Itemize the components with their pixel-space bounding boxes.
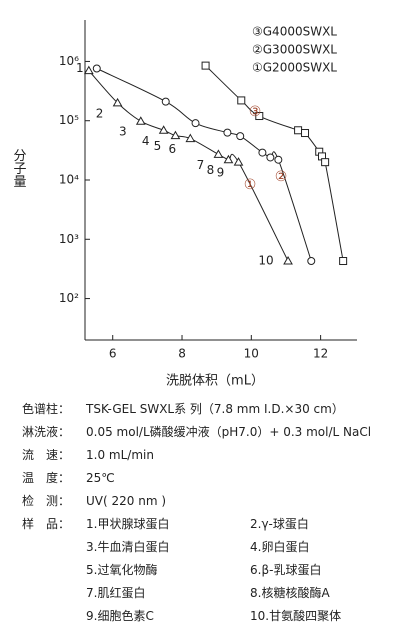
series-line (88, 70, 289, 262)
marker (170, 130, 181, 140)
marker (274, 155, 283, 164)
x-tick-label: 12 (313, 347, 328, 361)
marker (266, 153, 275, 162)
condition-label: 检 测： (22, 494, 71, 508)
marker (185, 133, 196, 143)
marker (339, 257, 348, 266)
curve-tag: ③ (249, 104, 262, 120)
marker (237, 96, 246, 105)
sample-item: 4.卵白蛋白 (250, 540, 310, 554)
point-label: 10 (258, 254, 273, 268)
sample-item: 10.甘氨酸四聚体 (250, 609, 342, 623)
y-tick-label: 10⁵ (59, 113, 79, 127)
y-tick-label: 10² (59, 291, 79, 305)
marker (236, 132, 245, 141)
marker (191, 119, 200, 128)
x-tick-label: 8 (178, 347, 186, 361)
marker (258, 148, 267, 157)
marker (255, 112, 264, 121)
y-tick-label: 10⁴ (59, 173, 79, 187)
sample-item: 2.γ-球蛋白 (250, 517, 309, 531)
sample-item: 9.细胞色素C (86, 609, 154, 623)
legend-entry: ①G2000SWXL (252, 61, 337, 75)
marker (213, 149, 224, 158)
marker (161, 97, 170, 106)
point-label: 4 (142, 134, 150, 148)
curve-tag: ① (244, 177, 257, 193)
condition-value: TSK-GEL SWXL系 列（7.8 mm I.D.×30 cm） (86, 402, 344, 416)
condition-value: 1.0 mL/min (86, 448, 154, 462)
condition-value: 25℃ (86, 471, 115, 485)
y-tick-label: 10³ (59, 232, 79, 246)
point-label: 6 (169, 142, 177, 156)
marker (158, 125, 169, 134)
samples-label: 样 品： (22, 517, 71, 531)
marker (283, 256, 293, 265)
marker (83, 65, 94, 75)
sample-item: 5.过氧化物酶 (86, 563, 158, 577)
point-label: 2 (96, 106, 104, 120)
condition-label: 淋洗液： (22, 425, 71, 439)
marker (294, 126, 303, 135)
sample-item: 6.β-乳球蛋白 (250, 563, 322, 577)
x-axis-label: 洗脱体积（mL） (166, 374, 264, 389)
marker (321, 158, 330, 167)
condition-label: 色谱柱： (22, 402, 71, 416)
point-label: 1 (76, 61, 84, 75)
marker (112, 97, 123, 107)
point-label: 9 (217, 166, 225, 180)
sample-item: 3.牛血清白蛋白 (86, 540, 170, 554)
y-axis-label: 分子量 (11, 149, 27, 188)
marker (307, 257, 316, 266)
y-tick-label: 10⁶ (59, 54, 79, 68)
x-tick-label: 6 (109, 347, 117, 361)
condition-value: UV( 220 nm ) (86, 494, 166, 508)
point-label: 8 (207, 163, 215, 177)
marker (223, 154, 234, 164)
marker (201, 61, 210, 70)
condition-value: 0.05 mol/L磷酸缓冲液（pH7.0）+ 0.3 mol/L NaCl (86, 425, 372, 439)
condition-label: 流 速： (22, 448, 71, 462)
legend-entry: ②G3000SWXL (252, 43, 337, 57)
sample-item: 1.甲状腺球蛋白 (86, 517, 170, 531)
marker (301, 129, 310, 138)
marker (135, 116, 146, 125)
point-label: 5 (154, 139, 162, 153)
point-label: 3 (119, 125, 127, 139)
legend-entry: ③G4000SWXL (252, 25, 337, 39)
sample-item: 7.肌红蛋白 (86, 586, 146, 600)
marker (92, 64, 101, 73)
sample-item: 8.核糖核酸酶A (250, 586, 330, 600)
x-tick-label: 10 (244, 347, 259, 361)
point-label: 7 (197, 158, 205, 172)
condition-label: 温 度： (22, 471, 71, 485)
marker (223, 128, 232, 137)
curve-tag: ② (275, 169, 288, 185)
marker (233, 157, 244, 166)
